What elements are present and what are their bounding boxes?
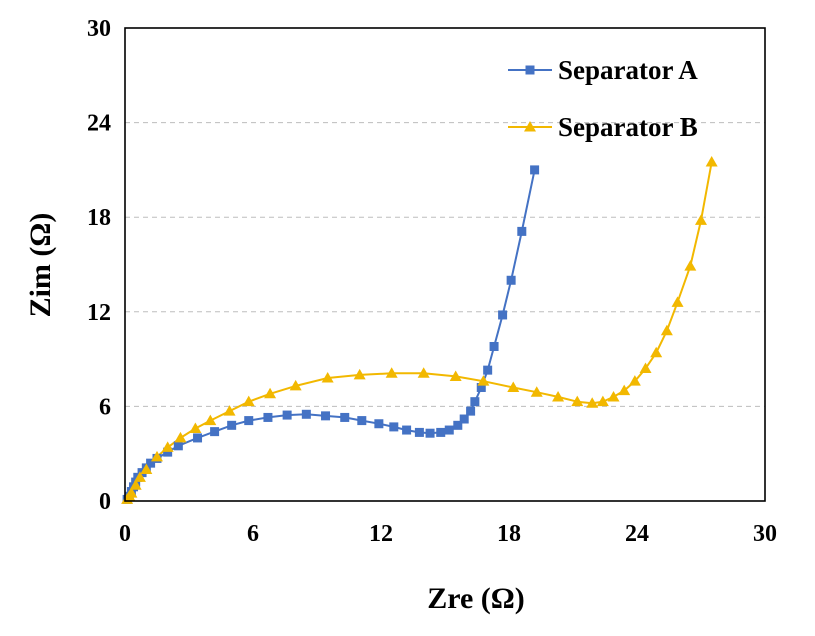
data-point-series-1	[227, 420, 237, 430]
x-tick-label: 0	[119, 521, 131, 547]
data-point-series-1	[210, 427, 220, 437]
data-point-series-1	[263, 412, 273, 422]
y-tick-label: 18	[87, 205, 111, 231]
data-point-series-1	[425, 428, 435, 438]
data-point-series-2	[204, 414, 217, 426]
data-point-series-2	[618, 384, 631, 396]
x-axis-title: Zre (Ω)	[427, 582, 525, 615]
data-point-series-2	[385, 367, 398, 378]
data-point-series-2	[223, 405, 236, 416]
data-point-series-1	[402, 425, 412, 435]
data-point-series-1	[483, 365, 493, 375]
data-point-series-2	[161, 441, 174, 452]
data-point-series-2	[607, 390, 620, 402]
x-tick-label: 30	[753, 521, 777, 547]
series-line-2	[126, 161, 713, 500]
data-point-series-2	[477, 375, 490, 386]
data-point-series-2	[628, 375, 641, 386]
y-tick-label: 24	[87, 111, 111, 137]
tick-labels: 0 6 12 18 24 30 0 6 12 18 24 30	[87, 16, 777, 547]
data-point-series-2	[552, 390, 565, 402]
data-point-series-2	[133, 471, 146, 482]
y-tick-label: 12	[87, 300, 111, 326]
grid-lines	[125, 122, 765, 407]
data-point-series-1	[163, 447, 173, 457]
data-point-series-2	[151, 450, 163, 462]
x-tick-label: 24	[625, 521, 649, 547]
data-point-series-1	[244, 416, 254, 426]
data-point-series-2	[586, 397, 599, 408]
data-point-series-1	[498, 310, 508, 320]
plot-frame	[124, 27, 766, 502]
data-point-series-1	[459, 414, 469, 424]
data-point-series-2	[140, 463, 153, 474]
data-point-series-1	[453, 420, 463, 430]
data-point-series-2	[417, 367, 430, 378]
legend-marker	[525, 65, 535, 75]
data-point-series-1	[506, 275, 516, 285]
data-point-series-1	[530, 165, 540, 175]
data-point-series-1	[282, 410, 292, 420]
legend: Separator A Separator B	[508, 55, 698, 142]
x-tick-label: 6	[247, 521, 259, 547]
data-point-series-2	[571, 395, 584, 407]
data-point-series-1	[173, 441, 183, 451]
data-point-series-1	[489, 341, 499, 351]
legend-marker	[524, 121, 536, 132]
data-point-series-2	[660, 324, 673, 336]
data-point-series-2	[650, 346, 663, 358]
x-tick-label: 18	[497, 521, 521, 547]
data-point-series-2	[684, 260, 697, 271]
data-point-series-2	[639, 362, 652, 374]
series-markers	[121, 156, 718, 504]
data-point-series-1	[414, 427, 424, 437]
series-line-1	[126, 169, 536, 500]
data-point-series-1	[146, 458, 156, 468]
data-point-series-2	[321, 372, 334, 383]
data-point-series-2	[596, 395, 609, 407]
y-axis-title: Zim (Ω)	[24, 213, 57, 318]
data-point-series-2	[449, 370, 462, 381]
data-point-series-2	[671, 296, 684, 307]
data-point-series-1	[389, 422, 399, 432]
legend-label: Separator B	[558, 112, 698, 142]
data-point-series-1	[357, 416, 367, 426]
data-point-series-2	[189, 422, 202, 433]
data-point-series-1	[374, 419, 384, 429]
data-point-series-1	[470, 397, 480, 407]
data-point-series-1	[436, 427, 446, 437]
data-point-series-1	[321, 411, 331, 421]
data-point-series-2	[705, 156, 718, 167]
data-point-series-2	[353, 368, 366, 380]
data-point-series-2	[530, 386, 543, 397]
data-point-series-1	[340, 412, 350, 422]
x-tick-label: 12	[369, 521, 393, 547]
data-point-series-2	[264, 387, 277, 399]
data-point-series-1	[444, 425, 454, 435]
data-point-series-2	[174, 431, 187, 443]
data-point-series-2	[289, 379, 302, 391]
data-point-series-2	[125, 487, 138, 498]
data-point-series-2	[507, 381, 520, 392]
data-point-series-1	[517, 226, 527, 236]
legend-label: Separator A	[558, 55, 698, 85]
y-tick-label: 0	[99, 489, 111, 515]
data-point-series-1	[301, 409, 311, 419]
data-point-series-1	[193, 433, 203, 443]
data-point-series-1	[476, 382, 486, 392]
data-point-series-2	[242, 395, 255, 407]
data-point-series-1	[466, 406, 476, 416]
y-tick-label: 6	[99, 394, 111, 420]
data-point-series-2	[129, 479, 142, 490]
y-tick-label: 30	[87, 16, 111, 42]
data-point-series-2	[695, 214, 707, 225]
series-lines	[126, 161, 713, 500]
